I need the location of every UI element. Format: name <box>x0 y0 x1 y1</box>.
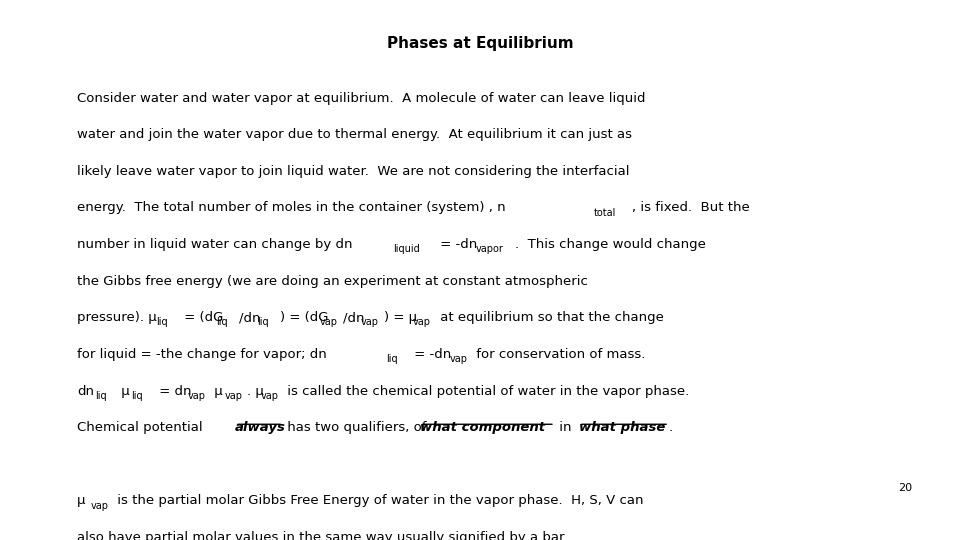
Text: liq: liq <box>386 354 397 364</box>
Text: = -dn: = -dn <box>410 348 451 361</box>
Text: vap: vap <box>225 390 243 401</box>
Text: has two qualifiers, of: has two qualifiers, of <box>283 421 431 434</box>
Text: . μ: . μ <box>247 384 264 397</box>
Text: Phases at Equilibrium: Phases at Equilibrium <box>387 36 573 51</box>
Text: liq: liq <box>95 390 107 401</box>
Text: μ: μ <box>77 495 85 508</box>
Text: pressure). μ: pressure). μ <box>77 312 156 325</box>
Text: vap: vap <box>91 501 109 510</box>
Text: liq: liq <box>216 318 228 327</box>
Text: , is fixed.  But the: , is fixed. But the <box>632 201 750 214</box>
Text: liq: liq <box>132 390 143 401</box>
Text: vap: vap <box>413 318 431 327</box>
Text: liq: liq <box>257 318 269 327</box>
Text: water and join the water vapor due to thermal energy.  At equilibrium it can jus: water and join the water vapor due to th… <box>77 128 632 141</box>
Text: the Gibbs free energy (we are doing an experiment at constant atmospheric: the Gibbs free energy (we are doing an e… <box>77 275 588 288</box>
Text: at equilibrium so that the change: at equilibrium so that the change <box>436 312 663 325</box>
Text: dn: dn <box>77 384 94 397</box>
Text: ) = (dG: ) = (dG <box>280 312 329 325</box>
Text: is called the chemical potential of water in the vapor phase.: is called the chemical potential of wate… <box>283 384 689 397</box>
Text: for liquid = -the change for vapor; dn: for liquid = -the change for vapor; dn <box>77 348 326 361</box>
Text: μ: μ <box>210 384 223 397</box>
Text: /dn: /dn <box>343 312 364 325</box>
Text: Consider water and water vapor at equilibrium.  A molecule of water can leave li: Consider water and water vapor at equili… <box>77 92 645 105</box>
Text: energy.  The total number of moles in the container (system) , n: energy. The total number of moles in the… <box>77 201 505 214</box>
Text: = -dn: = -dn <box>436 238 477 251</box>
Text: 20: 20 <box>898 483 912 494</box>
Text: .  This change would change: . This change would change <box>515 238 706 251</box>
Text: number in liquid water can change by dn: number in liquid water can change by dn <box>77 238 352 251</box>
Text: is the partial molar Gibbs Free Energy of water in the vapor phase.  H, S, V can: is the partial molar Gibbs Free Energy o… <box>113 495 644 508</box>
Text: vap: vap <box>261 390 279 401</box>
Text: what component: what component <box>420 421 544 434</box>
Text: /dn: /dn <box>239 312 260 325</box>
Text: in: in <box>555 421 576 434</box>
Text: vap: vap <box>320 318 338 327</box>
Text: vapor: vapor <box>476 244 504 254</box>
Text: vap: vap <box>361 318 379 327</box>
Text: total: total <box>593 207 615 218</box>
Text: also have partial molar values in the same way usually signified by a bar.: also have partial molar values in the sa… <box>77 531 567 540</box>
Text: = (dG: = (dG <box>180 312 224 325</box>
Text: what phase: what phase <box>579 421 665 434</box>
Text: .: . <box>669 421 673 434</box>
Text: μ: μ <box>117 384 130 397</box>
Text: vap: vap <box>449 354 468 364</box>
Text: likely leave water vapor to join liquid water.  We are not considering the inter: likely leave water vapor to join liquid … <box>77 165 630 178</box>
Text: Chemical potential: Chemical potential <box>77 421 206 434</box>
Text: always: always <box>235 421 286 434</box>
Text: vap: vap <box>188 390 206 401</box>
Text: = dn: = dn <box>155 384 191 397</box>
Text: liquid: liquid <box>394 244 420 254</box>
Text: ) = μ: ) = μ <box>384 312 418 325</box>
Text: liq: liq <box>156 318 168 327</box>
Text: for conservation of mass.: for conservation of mass. <box>472 348 646 361</box>
